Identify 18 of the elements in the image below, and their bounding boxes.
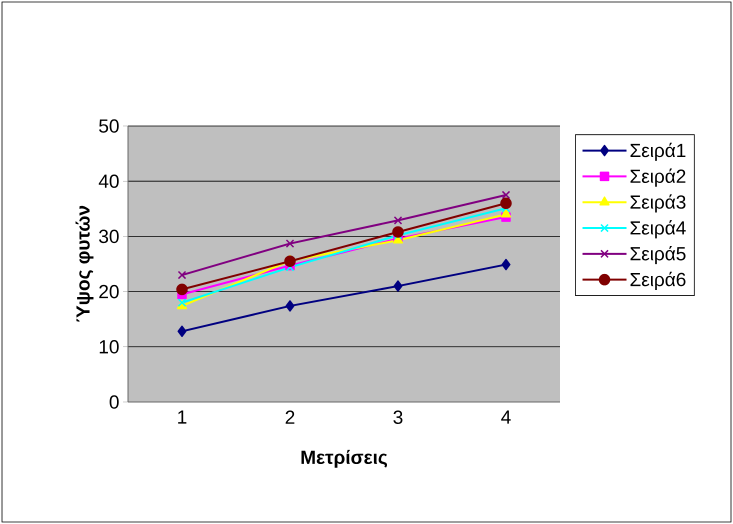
x-tick-label: 4 [501, 410, 511, 424]
x-axis-title: Μετρίσεις [302, 450, 388, 468]
x-tick-label: 3 [393, 410, 402, 424]
y-tick-label: 50 [99, 119, 119, 133]
y-axis-title: Ύψος φυτών [76, 206, 94, 322]
y-tick-label: 0 [110, 395, 119, 409]
legend-label: Σειρά6 [630, 272, 686, 290]
y-tick-label: 20 [99, 284, 119, 298]
y-tick-label: 30 [99, 230, 119, 244]
x-tick-label: 2 [286, 410, 294, 424]
x-tick-label: 1 [178, 410, 186, 424]
y-tick-label: 10 [100, 340, 119, 354]
legend-label: Σειρά5 [630, 246, 686, 264]
legend-label: Σειρά3 [630, 194, 686, 213]
legend-label: Σειρά1 [630, 142, 686, 161]
legend-label: Σειρά4 [630, 220, 686, 238]
y-tick-label: 40 [98, 174, 119, 188]
legend-label: Σειρά2 [630, 168, 686, 187]
